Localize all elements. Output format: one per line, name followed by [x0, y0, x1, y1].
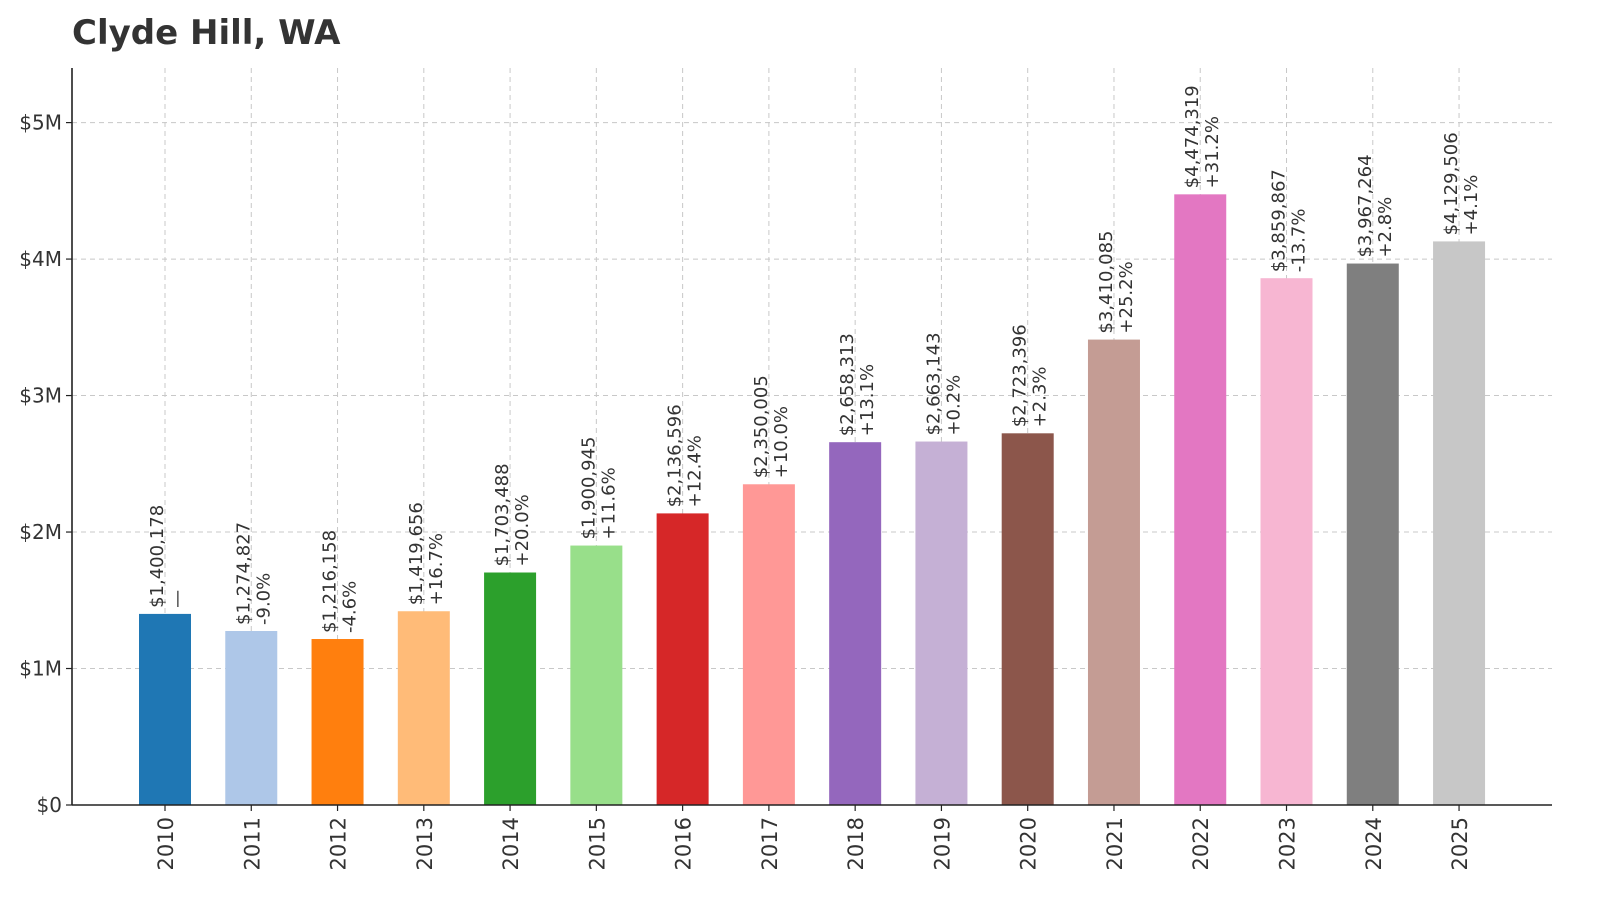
bar-value-label-2011: $1,274,827-9.0%: [233, 522, 274, 625]
bar-value-label-2020: $2,723,396+2.3%: [1010, 324, 1051, 427]
bar-change-text: -4.6%: [340, 581, 361, 633]
bar-2010: [139, 613, 191, 805]
bar-value-text: $3,410,085: [1096, 231, 1117, 334]
x-tick-label-2020: 2020: [1017, 817, 1041, 870]
bar-change-text: +25.2%: [1116, 261, 1137, 333]
x-tick-label-2016: 2016: [672, 817, 696, 870]
bar-change-text: +0.2%: [943, 375, 964, 436]
x-tick-label-2013: 2013: [413, 817, 437, 870]
bar-change-text: +4.1%: [1461, 175, 1482, 236]
x-tick-label-2017: 2017: [758, 817, 782, 870]
x-tick-label-2018: 2018: [844, 817, 868, 870]
bar-2023: [1260, 278, 1313, 805]
bar-change-text: -13.7%: [1289, 209, 1310, 273]
y-tick-label: $4M: [19, 247, 62, 271]
bar-change-text: -9.0%: [253, 573, 274, 625]
bar-change-text: +10.0%: [771, 406, 792, 478]
bar-2011: [225, 631, 278, 805]
bar-2022: [1174, 194, 1227, 805]
bar-2019: [915, 441, 968, 805]
bar-value-text: $2,136,596: [665, 404, 686, 507]
bar-value-label-2018: $2,658,313+13.1%: [837, 333, 878, 436]
y-tick-label: $5M: [19, 111, 62, 135]
x-tick-label-2011: 2011: [240, 817, 264, 870]
bar-change-text: +2.3%: [1030, 366, 1051, 427]
bar-change-text: +2.8%: [1375, 197, 1396, 258]
bar-change-text: +20.0%: [512, 494, 533, 566]
bar-change-text: +13.1%: [857, 364, 878, 436]
grid-lines: [72, 68, 1552, 805]
bar-value-label-2023: $3,859,867-13.7%: [1269, 169, 1310, 272]
y-tick-label: $0: [37, 793, 62, 817]
bar-2016: [656, 513, 709, 805]
y-tick-label: $3M: [19, 384, 62, 408]
bar-2021: [1087, 339, 1140, 805]
x-tick-label-2014: 2014: [499, 817, 523, 870]
bar-2025: [1433, 241, 1486, 805]
bar-value-label-2013: $1,419,656+16.7%: [406, 502, 447, 605]
y-tick-label: $2M: [19, 520, 62, 544]
bar-value-label-2019: $2,663,143+0.2%: [923, 332, 964, 435]
bar-value-text: $1,419,656: [406, 502, 427, 605]
bar-value-label-2010: $1,400,178—: [147, 505, 188, 608]
bar-value-text: $1,703,488: [492, 463, 513, 566]
bar-value-text: $4,129,506: [1441, 132, 1462, 235]
x-tick-label-2021: 2021: [1103, 817, 1127, 870]
bar-labels: $1,400,178— $1,274,827-9.0% $1,216,158-4.6…: [147, 85, 1482, 633]
x-tick-label-2019: 2019: [930, 817, 954, 870]
x-tick-label-2015: 2015: [585, 817, 609, 870]
bar-value-label-2015: $1,900,945+11.6%: [578, 436, 619, 539]
bar-value-text: $3,859,867: [1269, 169, 1290, 272]
bar-value-text: $3,967,264: [1355, 154, 1376, 257]
x-tick-label-2024: 2024: [1362, 817, 1386, 870]
bar-value-text: $1,900,945: [578, 436, 599, 539]
bar-value-label-2024: $3,967,264+2.8%: [1355, 154, 1396, 257]
bar-value-label-2022: $4,474,319+31.2%: [1182, 85, 1223, 188]
bar-change-text: +11.6%: [598, 467, 619, 539]
bar-value-text: $2,663,143: [923, 332, 944, 435]
bar-2017: [742, 484, 795, 805]
x-tick-label-2023: 2023: [1276, 817, 1300, 870]
bar-change-text: —: [167, 590, 188, 608]
x-tick-label-2012: 2012: [327, 817, 351, 870]
bar-value-label-2017: $2,350,005+10.0%: [751, 375, 792, 478]
bar-value-label-2021: $3,410,085+25.2%: [1096, 231, 1137, 334]
axes: $0 $1M $2M $3M $4M $5M 2010 2011 2012 2013 2014 201…: [19, 68, 1552, 870]
bar-value-text: $2,350,005: [751, 375, 772, 478]
bar-value-label-2025: $4,129,506+4.1%: [1441, 132, 1482, 235]
bar-value-label-2012: $1,216,158-4.6%: [320, 530, 361, 633]
x-tick-label-2010: 2010: [154, 817, 178, 870]
bar-2018: [829, 442, 882, 805]
bar-2013: [397, 611, 450, 805]
bar-value-label-2016: $2,136,596+12.4%: [665, 404, 706, 507]
chart-title: Clyde Hill, WA: [72, 13, 341, 53]
bar-2020: [1001, 433, 1054, 805]
x-tick-label-2022: 2022: [1189, 817, 1213, 870]
bar-2015: [570, 545, 623, 805]
bar-value-text: $1,216,158: [320, 530, 341, 633]
bar-value-text: $1,400,178: [147, 505, 168, 608]
bar-value-label-2014: $1,703,488+20.0%: [492, 463, 533, 566]
bar-2014: [484, 572, 537, 805]
y-tick-label: $1M: [19, 657, 62, 681]
bar-change-text: +31.2%: [1202, 116, 1223, 188]
bar-2024: [1346, 263, 1399, 805]
bar-value-text: $4,474,319: [1182, 85, 1203, 188]
bar-value-text: $1,274,827: [233, 522, 254, 625]
bar-change-text: +12.4%: [685, 435, 706, 507]
x-tick-label-2025: 2025: [1448, 817, 1472, 870]
bar-value-text: $2,658,313: [837, 333, 858, 436]
bar-value-text: $2,723,396: [1010, 324, 1031, 427]
bar-change-text: +16.7%: [426, 533, 447, 605]
bar-2012: [311, 639, 364, 805]
bars: [139, 194, 1486, 805]
